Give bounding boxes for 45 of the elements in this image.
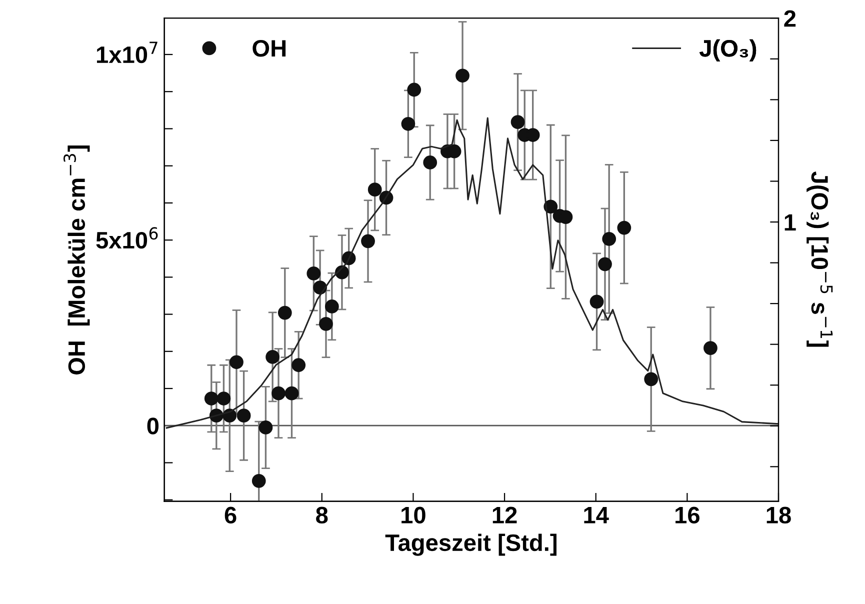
x-tick-label: 14 (584, 507, 609, 524)
x-axis-title: Tageszeit [Std.] (385, 534, 556, 556)
point (602, 232, 616, 246)
point (272, 386, 286, 400)
y2-axis-title: J(O₃) [10$^{−5}$ s$^{−1}$] (806, 172, 833, 347)
point (423, 156, 438, 170)
point (324, 300, 339, 314)
point (216, 392, 231, 406)
legend-label: J(O₃) (699, 39, 756, 62)
point (510, 115, 525, 129)
x-tick-label: 10 (402, 506, 426, 524)
x-tick-label: 6 (224, 506, 236, 524)
point (252, 474, 266, 488)
x-tick-label: 18 (766, 506, 791, 524)
point (204, 392, 218, 406)
point (401, 116, 416, 131)
point (266, 350, 280, 364)
point (258, 420, 273, 434)
legend-label: OH (252, 40, 286, 57)
y-axis-title: OH [Moleküle cm$^{−3}$] (64, 146, 90, 374)
y-tick-label: 0 (147, 418, 159, 434)
y2-tick-label: 1 (784, 214, 796, 231)
x-tick-label: 8 (316, 506, 328, 524)
point (644, 372, 658, 386)
point (407, 82, 422, 97)
x-tick-label: 12 (492, 506, 517, 524)
point (361, 234, 375, 248)
point (284, 386, 299, 400)
y2-tick-label: 2 (784, 10, 796, 27)
point (236, 408, 251, 423)
point (319, 316, 333, 331)
point (278, 306, 292, 320)
point (230, 355, 244, 370)
point (292, 358, 306, 372)
point (704, 341, 718, 355)
x-tick-label: 16 (676, 506, 700, 524)
point (617, 220, 632, 235)
point (590, 294, 604, 309)
y-tick-label: 5x10$^{6}$ (96, 227, 158, 249)
point (456, 68, 470, 83)
point (306, 266, 321, 280)
line-series (166, 117, 778, 429)
point (368, 182, 382, 197)
y-tick-label: 1x10$^{7}$ (96, 42, 158, 64)
point (598, 257, 612, 272)
